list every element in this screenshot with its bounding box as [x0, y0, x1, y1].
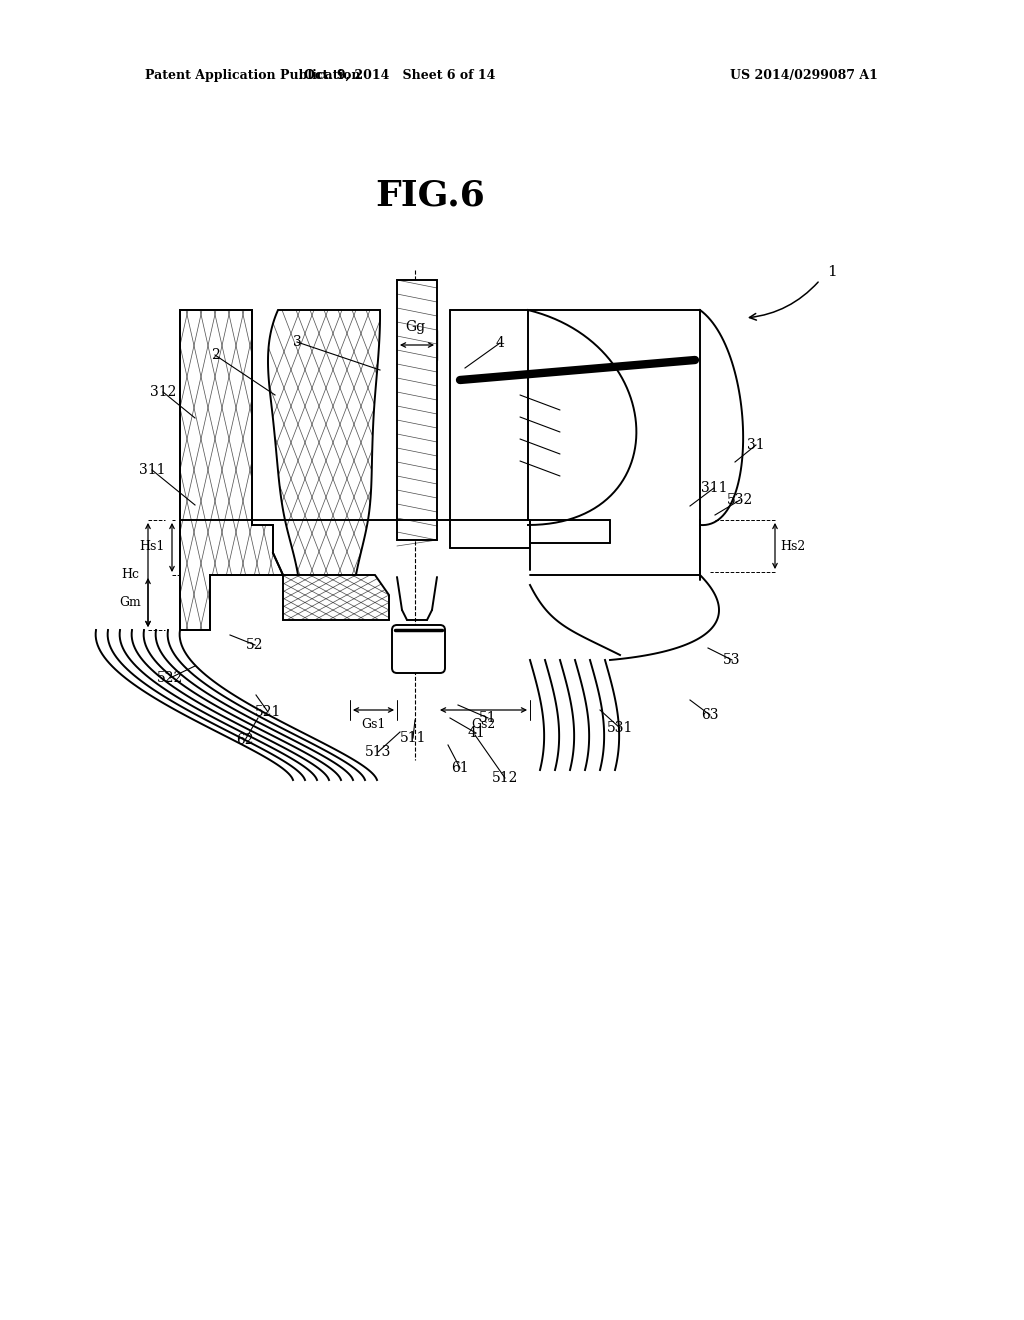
Text: Gm: Gm [119, 595, 141, 609]
Text: Hs2: Hs2 [780, 540, 806, 553]
Text: 513: 513 [365, 744, 391, 759]
Text: FIG.6: FIG.6 [375, 178, 485, 213]
Text: 4: 4 [496, 337, 505, 350]
Text: 311: 311 [138, 463, 165, 477]
Text: 63: 63 [701, 708, 719, 722]
Text: 1: 1 [827, 265, 837, 279]
Text: 312: 312 [150, 385, 176, 399]
Text: 53: 53 [723, 653, 740, 667]
Text: 511: 511 [399, 731, 426, 744]
Text: US 2014/0299087 A1: US 2014/0299087 A1 [730, 69, 878, 82]
Text: Hs1: Hs1 [139, 540, 165, 553]
Text: 51: 51 [479, 711, 497, 725]
Text: 52: 52 [246, 638, 264, 652]
Text: Oct. 9, 2014   Sheet 6 of 14: Oct. 9, 2014 Sheet 6 of 14 [304, 69, 496, 82]
Text: 521: 521 [255, 705, 282, 719]
Text: 41: 41 [467, 726, 485, 741]
Text: Gg: Gg [404, 319, 425, 334]
Text: Gs2: Gs2 [471, 718, 496, 731]
Text: 62: 62 [237, 733, 254, 747]
Text: Hc: Hc [121, 569, 139, 582]
FancyBboxPatch shape [392, 624, 445, 673]
Text: 3: 3 [293, 335, 301, 348]
Text: 61: 61 [452, 762, 469, 775]
Text: 531: 531 [607, 721, 633, 735]
Polygon shape [283, 576, 389, 620]
Text: 512: 512 [492, 771, 518, 785]
Text: 311: 311 [700, 480, 727, 495]
Text: Gs1: Gs1 [360, 718, 385, 731]
Text: 31: 31 [748, 438, 765, 451]
Polygon shape [268, 310, 380, 576]
Text: Patent Application Publication: Patent Application Publication [145, 69, 360, 82]
Polygon shape [180, 310, 283, 630]
Text: 522: 522 [157, 671, 183, 685]
Text: 2: 2 [211, 348, 219, 362]
Polygon shape [397, 280, 437, 540]
Text: 532: 532 [727, 492, 753, 507]
